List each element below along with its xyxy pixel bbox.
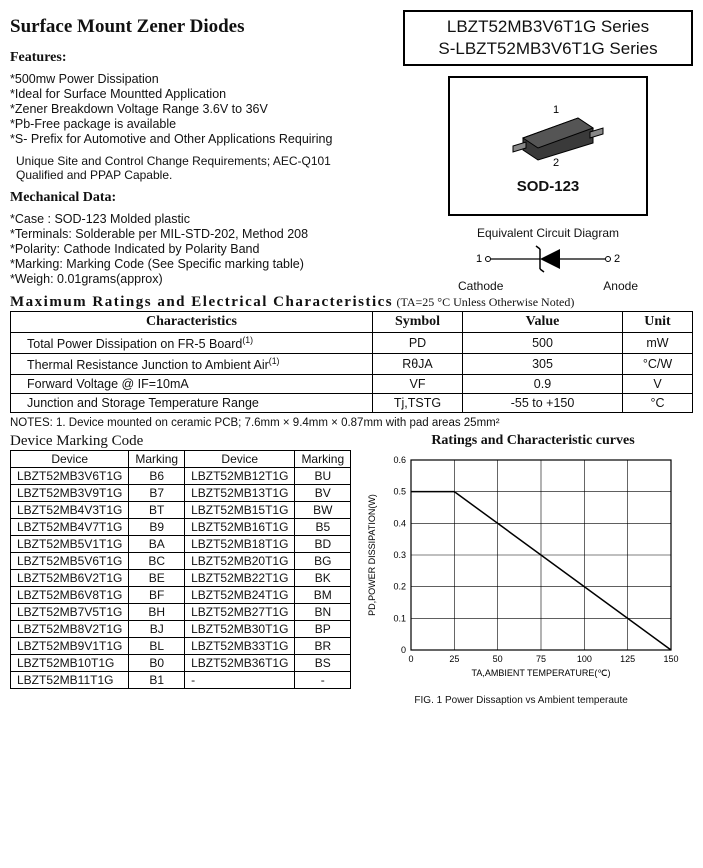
lower-section: Device Marking Device Marking LBZT52MB3V… bbox=[10, 450, 693, 706]
svg-text:0.4: 0.4 bbox=[394, 519, 407, 529]
table-row: LBZT52MB8V2T1GBJLBZT52MB30T1GBP bbox=[11, 621, 351, 638]
mark-col-m1: Marking bbox=[129, 451, 185, 468]
feature-item: Ideal for Surface Mountted Application bbox=[10, 87, 393, 101]
table-row: Forward Voltage @ IF=10mAVF0.9V bbox=[11, 375, 693, 394]
package-box: 1 2 SOD-123 bbox=[448, 76, 648, 216]
table-row: LBZT52MB11T1GB1-- bbox=[11, 672, 351, 689]
table-row: LBZT52MB4V7T1GB9LBZT52MB16T1GB5 bbox=[11, 519, 351, 536]
col-unit: Unit bbox=[623, 312, 693, 333]
mark-col-d2: Device bbox=[185, 451, 295, 468]
mech-head: Mechanical Data: bbox=[10, 190, 393, 206]
ratings-section: Maximum Ratings and Electrical Character… bbox=[10, 294, 693, 429]
ratings-table: Characteristics Symbol Value Unit Total … bbox=[10, 311, 693, 413]
svg-text:PD,POWER DISSIPATION(W): PD,POWER DISSIPATION(W) bbox=[367, 494, 377, 616]
feature-item: 500mw Power Dissipation bbox=[10, 72, 393, 86]
mark-col-d1: Device bbox=[11, 451, 129, 468]
package-icon: 1 2 bbox=[478, 98, 618, 168]
mech-item: Weigh: 0.01grams(approx) bbox=[10, 272, 393, 286]
table-row: Total Power Dissipation on FR-5 Board(1)… bbox=[11, 333, 693, 354]
table-row: LBZT52MB10T1GB0LBZT52MB36T1GBS bbox=[11, 655, 351, 672]
left-column: Surface Mount Zener Diodes Features: 500… bbox=[10, 10, 393, 294]
mech-item: Terminals: Solderable per MIL-STD-202, M… bbox=[10, 227, 393, 241]
table-row: LBZT52MB7V5T1GBHLBZT52MB27T1GBN bbox=[11, 604, 351, 621]
curves-head: Ratings and Characteristic curves bbox=[373, 433, 693, 450]
mid-headings: Device Marking Code Ratings and Characte… bbox=[10, 433, 693, 450]
zener-symbol-icon: 1 2 bbox=[458, 244, 638, 274]
right-column: LBZT52MB3V6T1G Series S-LBZT52MB3V6T1G S… bbox=[403, 10, 693, 294]
svg-text:TA,AMBIENT TEMPERATURE(℃): TA,AMBIENT TEMPERATURE(℃) bbox=[472, 668, 611, 678]
mech-item: Case : SOD-123 Molded plastic bbox=[10, 212, 393, 226]
part-line-2: S-LBZT52MB3V6T1G Series bbox=[413, 38, 683, 60]
table-row: LBZT52MB6V2T1GBELBZT52MB22T1GBK bbox=[11, 570, 351, 587]
svg-text:100: 100 bbox=[577, 654, 592, 664]
svg-text:125: 125 bbox=[620, 654, 635, 664]
table-row: LBZT52MB3V6T1GB6LBZT52MB12T1GBU bbox=[11, 468, 351, 485]
features-cont1: Unique Site and Control Change Requireme… bbox=[16, 154, 393, 168]
feature-item: S- Prefix for Automotive and Other Appli… bbox=[10, 132, 393, 146]
mech-item: Marking: Marking Code (See Specific mark… bbox=[10, 257, 393, 271]
table-row: LBZT52MB9V1T1GBLLBZT52MB33T1GBR bbox=[11, 638, 351, 655]
svg-text:2: 2 bbox=[614, 253, 620, 265]
table-row: Thermal Resistance Junction to Ambient A… bbox=[11, 354, 693, 375]
figure-caption: FIG. 1 Power Dissaption vs Ambient tempe… bbox=[361, 695, 681, 706]
ratings-cond: (TA=25 °C Unless Otherwise Noted) bbox=[396, 295, 574, 309]
feature-item: Pb-Free package is available bbox=[10, 117, 393, 131]
part-number-box: LBZT52MB3V6T1G Series S-LBZT52MB3V6T1G S… bbox=[403, 10, 693, 66]
svg-text:50: 50 bbox=[493, 654, 503, 664]
svg-text:0.2: 0.2 bbox=[394, 582, 407, 592]
circuit-diagram: Equivalent Circuit Diagram 1 2 Cathode A… bbox=[458, 226, 638, 293]
circuit-cathode: Cathode bbox=[458, 279, 503, 293]
mech-item: Polarity: Cathode Indicated by Polarity … bbox=[10, 242, 393, 256]
package-name: SOD-123 bbox=[517, 178, 580, 195]
marking-head: Device Marking Code bbox=[10, 433, 373, 450]
svg-text:0.1: 0.1 bbox=[394, 614, 407, 624]
svg-text:0: 0 bbox=[401, 645, 406, 655]
features-list: 500mw Power DissipationIdeal for Surface… bbox=[10, 72, 393, 146]
part-line-1: LBZT52MB3V6T1G Series bbox=[413, 16, 683, 38]
ratings-notes: NOTES: 1. Device mounted on ceramic PCB;… bbox=[10, 417, 693, 429]
feature-item: Zener Breakdown Voltage Range 3.6V to 36… bbox=[10, 102, 393, 116]
svg-text:150: 150 bbox=[664, 654, 679, 664]
page-title: Surface Mount Zener Diodes bbox=[10, 16, 393, 38]
table-row: LBZT52MB4V3T1GBTLBZT52MB15T1GBW bbox=[11, 502, 351, 519]
ratings-head: Maximum Ratings and Electrical Character… bbox=[10, 294, 393, 310]
svg-text:0.3: 0.3 bbox=[394, 550, 407, 560]
col-char: Characteristics bbox=[11, 312, 373, 333]
table-row: Junction and Storage Temperature RangeTj… bbox=[11, 394, 693, 413]
mark-col-m2: Marking bbox=[295, 451, 351, 468]
svg-text:0: 0 bbox=[409, 654, 414, 664]
features-cont2: Qualified and PPAP Capable. bbox=[16, 168, 393, 182]
marking-table: Device Marking Device Marking LBZT52MB3V… bbox=[10, 450, 351, 689]
circuit-title: Equivalent Circuit Diagram bbox=[458, 226, 638, 240]
svg-text:25: 25 bbox=[449, 654, 459, 664]
pkg-pin1: 1 bbox=[553, 104, 559, 116]
table-row: LBZT52MB6V8T1GBFLBZT52MB24T1GBM bbox=[11, 587, 351, 604]
features-head: Features: bbox=[10, 50, 393, 66]
chart-container: 0 25 50 75 100 125 150 0 0.1 0.2 0.3 0.4 0.5 0.6 TA,AM… bbox=[361, 450, 681, 706]
mech-list: Case : SOD-123 Molded plasticTerminals: … bbox=[10, 212, 393, 286]
table-row: LBZT52MB3V9T1GB7LBZT52MB13T1GBV bbox=[11, 485, 351, 502]
svg-text:75: 75 bbox=[536, 654, 546, 664]
pkg-pin2: 2 bbox=[553, 157, 559, 168]
table-row: LBZT52MB5V1T1GBALBZT52MB18T1GBD bbox=[11, 536, 351, 553]
col-value: Value bbox=[463, 312, 623, 333]
power-dissipation-chart: 0 25 50 75 100 125 150 0 0.1 0.2 0.3 0.4 0.5 0.6 TA,AM… bbox=[361, 450, 681, 690]
circuit-anode: Anode bbox=[603, 279, 638, 293]
svg-text:0.6: 0.6 bbox=[394, 455, 407, 465]
top-section: Surface Mount Zener Diodes Features: 500… bbox=[10, 10, 693, 294]
svg-text:0.5: 0.5 bbox=[394, 487, 407, 497]
table-row: LBZT52MB5V6T1GBCLBZT52MB20T1GBG bbox=[11, 553, 351, 570]
svg-text:1: 1 bbox=[476, 253, 482, 265]
col-symbol: Symbol bbox=[373, 312, 463, 333]
